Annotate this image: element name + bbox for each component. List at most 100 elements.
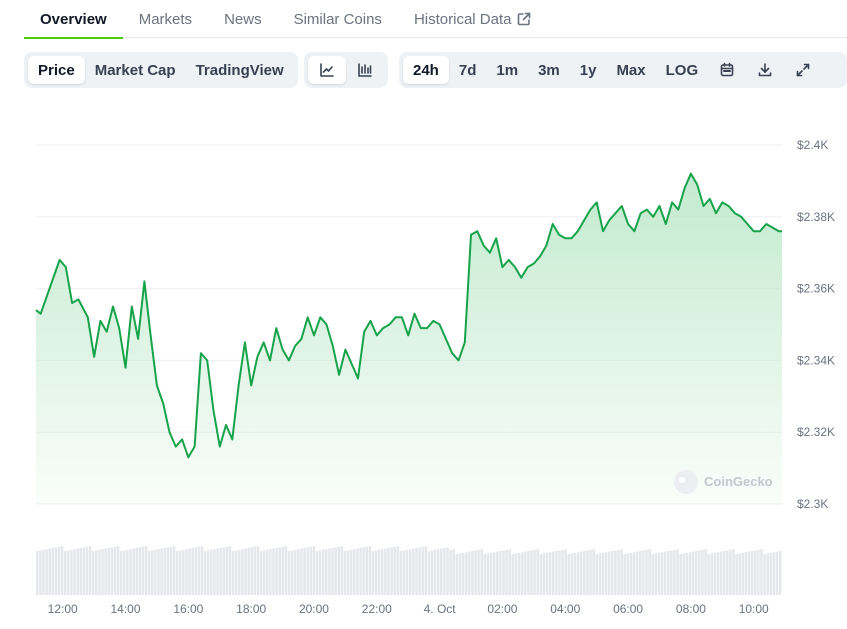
- volume-bar: [763, 554, 766, 595]
- volume-bar: [598, 553, 602, 595]
- tab-news-label: News: [224, 10, 262, 28]
- volume-bar: [418, 547, 421, 595]
- range-max-button[interactable]: Max: [616, 61, 646, 79]
- volume-bar: [393, 546, 396, 595]
- volume-bar: [586, 550, 589, 595]
- volume-bar: [231, 551, 235, 595]
- volume-bar: [135, 548, 138, 595]
- volume-bar: [713, 552, 717, 595]
- volume-bar: [371, 551, 375, 595]
- volume-bar: [676, 549, 679, 595]
- volume-bar: [387, 548, 390, 595]
- volume-bar: [390, 547, 393, 595]
- volume-bar: [576, 552, 580, 595]
- tab-news[interactable]: News: [208, 0, 278, 38]
- volume-bar: [129, 549, 132, 595]
- volume-bar: [101, 549, 104, 595]
- volume-bar: [151, 550, 154, 595]
- volume-bar: [79, 548, 83, 595]
- volume-bar: [670, 550, 673, 595]
- volume-bar: [747, 551, 751, 595]
- range-7d-button[interactable]: 7d: [458, 61, 477, 79]
- volume-bar: [626, 553, 630, 595]
- volume-bar: [343, 551, 347, 595]
- volume-bar: [191, 548, 194, 595]
- volume-bar: [409, 549, 412, 595]
- volume-bar: [477, 549, 480, 595]
- volume-bar: [82, 547, 86, 595]
- tab-similar-coins[interactable]: Similar Coins: [278, 0, 398, 38]
- volume-bar: [514, 553, 518, 595]
- volume-bar: [303, 548, 306, 595]
- y-tick-label: $2.4K: [797, 138, 828, 152]
- volume-bar: [722, 551, 726, 595]
- volume-bar: [691, 551, 695, 595]
- price-chart[interactable]: $2.3K $2.32K $2.34K $2.36K $2.38K $2.4K 12:00…: [0, 100, 847, 625]
- candlestick-chart-button[interactable]: [346, 56, 384, 84]
- x-tick-label: 04:00: [550, 602, 580, 616]
- volume-bar: [716, 552, 720, 595]
- metric-market-cap-button[interactable]: Market Cap: [94, 61, 176, 79]
- x-tick-label: 10:00: [739, 602, 769, 616]
- volume-bar: [365, 546, 368, 595]
- volume-bar: [290, 550, 294, 595]
- tab-overview[interactable]: Overview: [24, 0, 123, 39]
- volume-bar: [300, 548, 303, 595]
- y-tick-label: $2.36K: [797, 282, 835, 296]
- volume-bar: [579, 551, 583, 595]
- download-button[interactable]: [746, 56, 784, 84]
- volume-bar: [396, 546, 400, 595]
- volume-bar: [564, 549, 567, 595]
- volume-bar: [486, 553, 490, 595]
- y-tick-label: $2.32K: [797, 425, 835, 439]
- range-1y-button[interactable]: 1y: [579, 61, 597, 79]
- volume-bar: [707, 554, 710, 595]
- volume-bar: [648, 549, 651, 595]
- metric-tradingview-button[interactable]: TradingView: [195, 61, 284, 79]
- range-24h-button[interactable]: 24h: [403, 56, 449, 84]
- price-line: [35, 172, 782, 459]
- calendar-button[interactable]: [708, 56, 746, 84]
- range-selector: 24h 7d 1m 3m 1y Max LOG: [399, 52, 847, 88]
- volume-bar: [160, 548, 163, 595]
- tab-historical-data[interactable]: Historical Data: [398, 0, 548, 38]
- volume-bar: [617, 549, 620, 595]
- line-chart-icon: [320, 63, 334, 77]
- volume-bar: [555, 551, 558, 595]
- x-tick-label: 14:00: [111, 602, 141, 616]
- volume-bar: [238, 549, 241, 595]
- volume-bar: [188, 548, 191, 595]
- volume-bar: [452, 549, 456, 595]
- volume-bar: [110, 547, 114, 595]
- x-tick-label: 12:00: [48, 602, 78, 616]
- metric-price-button[interactable]: Price: [28, 56, 85, 84]
- volume-bar: [542, 553, 546, 595]
- external-link-icon: [518, 12, 531, 26]
- range-1m-button[interactable]: 1m: [496, 61, 519, 79]
- volume-bar: [57, 546, 61, 595]
- metric-selector: Price Market Cap TradingView: [24, 52, 298, 88]
- fullscreen-button[interactable]: [784, 56, 822, 84]
- tab-markets[interactable]: Markets: [123, 0, 208, 38]
- volume-bar: [440, 548, 443, 595]
- x-axis-ticks: 12:00 14:00 16:00 18:00 20:00 22:00 4. Oct 02:0…: [48, 602, 769, 616]
- volume-bar: [415, 548, 418, 595]
- tab-historical-data-label: Historical Data: [413, 10, 512, 28]
- volume-bar: [611, 551, 614, 595]
- volume-bar: [172, 546, 176, 595]
- volume-bar: [673, 549, 676, 595]
- volume-bar: [738, 553, 741, 595]
- x-tick-label: 20:00: [299, 602, 329, 616]
- volume-bar: [589, 549, 592, 595]
- volume-bar: [356, 548, 359, 595]
- volume-bar: [539, 554, 543, 595]
- volume-bar: [200, 546, 204, 595]
- line-chart-button[interactable]: [308, 56, 346, 84]
- volume-bar: [769, 552, 773, 595]
- volume-bar: [275, 548, 278, 595]
- volume-bar: [499, 551, 502, 595]
- volume-bar: [464, 552, 468, 595]
- range-3m-button[interactable]: 3m: [538, 61, 560, 79]
- volume-bar: [614, 550, 617, 595]
- log-scale-button[interactable]: LOG: [665, 61, 699, 79]
